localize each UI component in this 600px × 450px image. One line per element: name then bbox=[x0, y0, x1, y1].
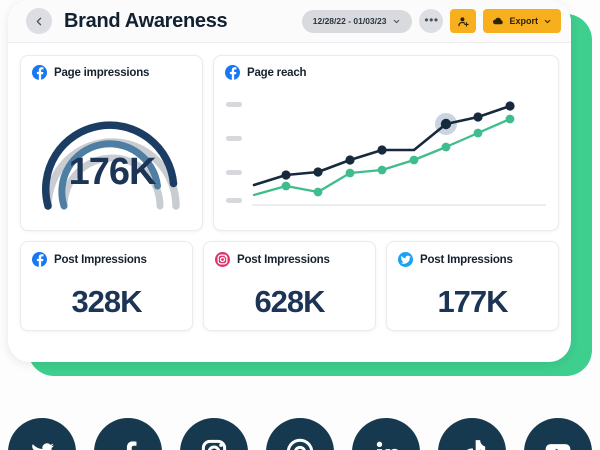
stat-card-twitter[interactable]: Post Impressions 177K bbox=[386, 241, 559, 331]
back-button[interactable] bbox=[26, 8, 52, 34]
more-options-button[interactable]: ••• bbox=[419, 9, 444, 33]
stat-card-facebook[interactable]: Post Impressions 328K bbox=[20, 241, 193, 331]
card-header: Post Impressions bbox=[204, 243, 375, 271]
twitter-icon bbox=[32, 443, 55, 450]
social-circle-youtube[interactable] bbox=[524, 418, 592, 450]
instagram-icon bbox=[215, 252, 230, 267]
line-chart bbox=[214, 84, 558, 225]
stat-value: 628K bbox=[254, 284, 325, 319]
series-2-points bbox=[281, 114, 515, 197]
header-actions: 12/28/22 - 01/03/23 ••• bbox=[301, 9, 561, 33]
date-range-selector[interactable]: 12/28/22 - 01/03/23 bbox=[301, 9, 413, 33]
gauge-value: 176K bbox=[68, 151, 156, 193]
chevron-down-icon bbox=[544, 19, 551, 23]
card-header: Post Impressions bbox=[387, 243, 558, 271]
add-user-button[interactable] bbox=[450, 9, 477, 33]
card-header: Page reach bbox=[214, 56, 558, 84]
card-title: Page impressions bbox=[54, 66, 150, 79]
chevron-down-icon bbox=[394, 19, 400, 23]
linkedin-icon bbox=[376, 441, 398, 450]
stat-value: 177K bbox=[437, 284, 508, 319]
card-title: Post Impressions bbox=[54, 253, 147, 266]
add-user-icon bbox=[458, 16, 469, 27]
card-header: Post Impressions bbox=[21, 243, 192, 271]
top-cards-row: Page impressions 176K bbox=[20, 55, 559, 231]
twitter-icon bbox=[398, 252, 413, 267]
social-circle-tiktok[interactable] bbox=[438, 418, 506, 450]
series-2-line bbox=[252, 117, 512, 197]
pinterest-icon bbox=[286, 438, 314, 450]
line-chart-svg bbox=[226, 101, 546, 206]
stat-value: 328K bbox=[71, 284, 142, 319]
card-header: Page impressions bbox=[21, 56, 202, 84]
gauge-chart: 176K bbox=[21, 80, 202, 216]
stat-cards-row: Post Impressions 328K Post Imp bbox=[20, 241, 559, 331]
gauge-svg: 176K bbox=[41, 121, 180, 210]
instagram-icon bbox=[201, 439, 227, 450]
dashboard-panel: Brand Awareness 12/28/22 - 01/03/23 ••• bbox=[8, 0, 571, 362]
series-1-points bbox=[281, 101, 515, 180]
facebook-icon bbox=[32, 65, 47, 80]
tiktok-icon bbox=[466, 440, 486, 450]
social-circle-instagram[interactable] bbox=[180, 418, 248, 450]
page-title: Brand Awareness bbox=[64, 9, 228, 32]
card-title: Post Impressions bbox=[420, 253, 513, 266]
y-axis-ticks bbox=[226, 102, 242, 203]
page-impressions-card[interactable]: Page impressions 176K bbox=[20, 55, 203, 231]
facebook-icon bbox=[32, 252, 47, 267]
stat-card-instagram[interactable]: Post Impressions 628K bbox=[203, 241, 376, 331]
arrow-left-icon bbox=[36, 17, 41, 25]
page-header: Brand Awareness 12/28/22 - 01/03/23 ••• bbox=[8, 0, 571, 43]
social-icon-strip bbox=[0, 418, 600, 450]
card-title: Post Impressions bbox=[237, 253, 330, 266]
social-circle-facebook[interactable] bbox=[94, 418, 162, 450]
facebook-icon bbox=[225, 65, 240, 80]
social-circle-twitter[interactable] bbox=[8, 418, 76, 450]
dashboard-body: Page impressions 176K bbox=[8, 43, 571, 331]
youtube-icon bbox=[545, 444, 571, 450]
card-title: Page reach bbox=[247, 66, 307, 79]
export-label: Export bbox=[509, 16, 538, 26]
cloud-icon bbox=[493, 17, 504, 25]
page-reach-card[interactable]: Page reach bbox=[213, 55, 559, 231]
date-range-label: 12/28/22 - 01/03/23 bbox=[312, 16, 387, 26]
social-circle-pinterest[interactable] bbox=[266, 418, 334, 450]
social-circle-linkedin[interactable] bbox=[352, 418, 420, 450]
highlighted-point[interactable] bbox=[440, 118, 452, 130]
export-button[interactable]: Export bbox=[483, 9, 561, 33]
facebook-icon bbox=[126, 441, 137, 450]
